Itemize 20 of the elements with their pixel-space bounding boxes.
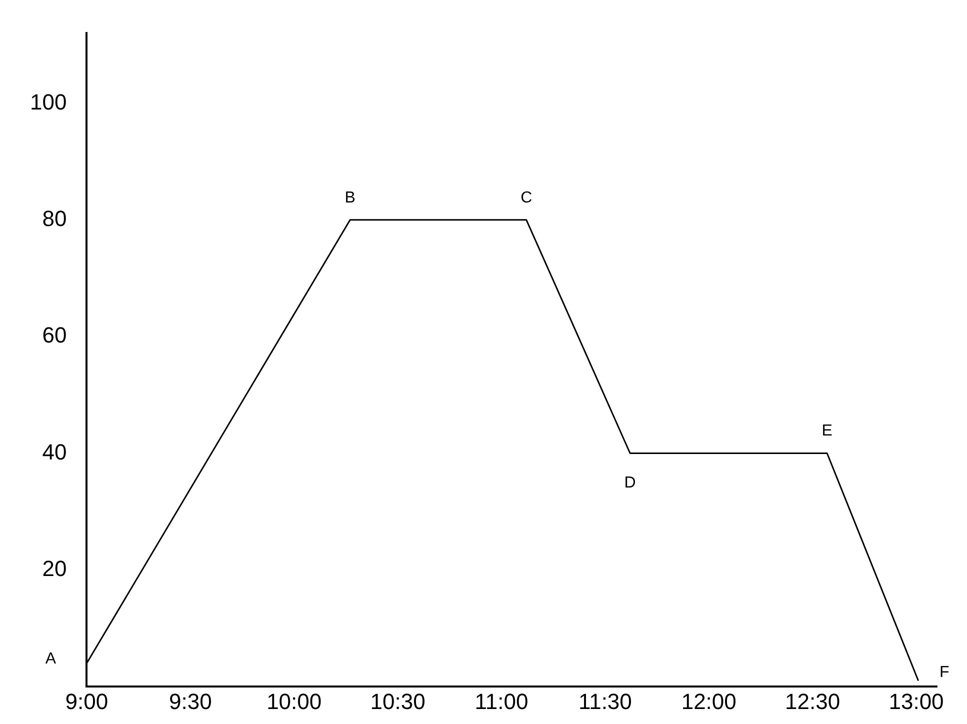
x-tick-label: 9:00 <box>65 688 108 714</box>
y-tick-label: 100 <box>30 89 67 114</box>
y-tick-label: 40 <box>42 439 67 464</box>
y-tick-label: 60 <box>42 322 67 348</box>
annotation: C <box>520 189 532 206</box>
annotation: A <box>45 650 56 668</box>
annotation: B <box>344 189 356 206</box>
x-tick-label: 12:00 <box>681 688 736 714</box>
x-tick-label: 10:00 <box>266 688 322 714</box>
x-tick-label: 11:00 <box>474 688 528 714</box>
x-tick-label: 9:30 <box>168 688 212 714</box>
x-tick-label: 10:30 <box>370 688 426 714</box>
y-tick-label: 20 <box>42 556 67 581</box>
annotation: D <box>624 474 636 492</box>
x-tick-label: 12:30 <box>785 688 840 714</box>
x-tick-label: 13:00 <box>888 688 944 714</box>
y-tick-label: 80 <box>42 206 67 231</box>
annotation: F <box>939 664 950 682</box>
annotation: E <box>822 422 832 440</box>
x-tick-label: 11:30 <box>578 688 632 714</box>
